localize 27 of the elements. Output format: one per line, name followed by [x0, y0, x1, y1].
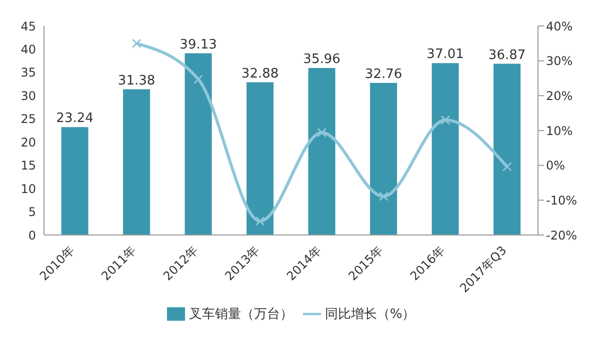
data-label: 31.38: [118, 73, 156, 88]
data-label: 39.13: [180, 37, 217, 52]
y2-tick-label: 0%: [546, 158, 566, 173]
y-tick-label: 10: [20, 182, 36, 196]
y-tick-label: 40: [20, 42, 36, 56]
legend-label: 叉车销量（万台）: [188, 307, 293, 322]
y2-tick-label: -10%: [546, 193, 578, 208]
data-label: 37.01: [426, 47, 464, 62]
data-label: 32.76: [364, 66, 402, 82]
y-tick-label: 25: [20, 112, 36, 126]
data-label: 23.24: [56, 111, 94, 126]
data-label: 32.88: [241, 66, 279, 82]
y-tick-label: 5: [28, 205, 36, 220]
data-label: 35.96: [303, 52, 340, 67]
y2-tick-label: 10%: [546, 124, 573, 138]
legend-label: 同比增长（%）: [324, 307, 416, 322]
y-tick-label: 30: [20, 88, 36, 103]
y2-tick-label: 30%: [546, 54, 573, 68]
y-tick-label: 45: [20, 19, 36, 34]
data-label: 36.87: [488, 48, 526, 63]
y-tick-label: 20: [20, 135, 36, 150]
y-tick-label: 0: [28, 228, 36, 242]
y2-tick-label: -20%: [546, 228, 578, 242]
y-tick-label: 35: [20, 66, 36, 80]
y2-tick-label: 20%: [546, 88, 573, 103]
y-tick-label: 15: [20, 158, 36, 173]
y2-tick-label: 40%: [546, 19, 573, 34]
